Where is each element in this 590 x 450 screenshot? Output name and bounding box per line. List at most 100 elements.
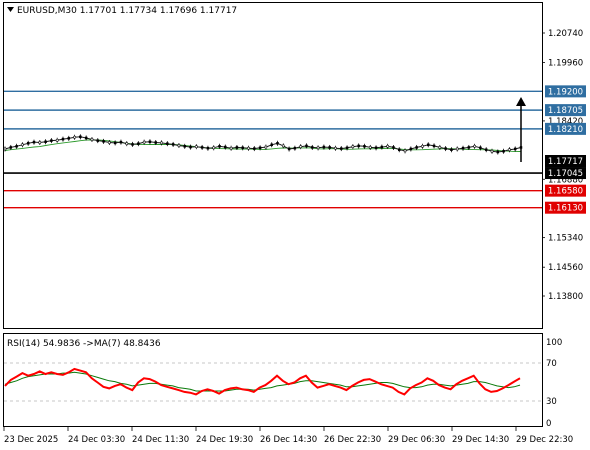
level-label-text: 1.18210 xyxy=(548,125,583,135)
candle-body xyxy=(131,143,134,146)
rsi-tick-0: 0 xyxy=(546,419,551,429)
candle-body xyxy=(311,146,314,149)
candle-body xyxy=(108,141,111,144)
candle-body xyxy=(177,144,181,147)
candle-body xyxy=(444,147,447,150)
current-price-box xyxy=(545,155,586,167)
candle-body xyxy=(380,145,384,149)
price-tick-label: 1.14560 xyxy=(548,263,583,273)
candle-body xyxy=(50,139,53,142)
price-levels xyxy=(4,90,542,209)
candle-body xyxy=(200,146,204,149)
price-tick-label: 1.19960 xyxy=(548,59,583,69)
time-tick-label: 24 Dec 19:30 xyxy=(196,435,253,445)
candle-body xyxy=(334,146,337,150)
candle-body xyxy=(258,146,262,150)
candle-body xyxy=(3,147,7,151)
candle-body xyxy=(154,141,157,144)
candle-body xyxy=(142,140,146,144)
rsi-tick-70: 70 xyxy=(546,359,557,369)
candle-body xyxy=(26,142,30,145)
candle-body xyxy=(148,140,152,144)
level-label-box xyxy=(545,184,586,197)
price-tick-label: 1.18420 xyxy=(548,117,583,127)
candle-body xyxy=(276,142,279,145)
price-tick-label: 1.13800 xyxy=(548,292,583,302)
candle-body xyxy=(496,150,500,154)
level-label-box xyxy=(545,201,586,214)
level-label-box xyxy=(545,104,586,117)
level-label-text: 1.16580 xyxy=(548,187,583,197)
level-label-target-3: 1.19200 xyxy=(545,85,586,98)
candle-body xyxy=(461,146,465,150)
candle-body xyxy=(438,146,442,149)
candle-body xyxy=(21,143,24,147)
level-label-target-1: 1.18210 xyxy=(545,122,586,135)
candle-body xyxy=(102,140,105,143)
candle-body xyxy=(426,143,430,147)
candle-body xyxy=(15,145,18,148)
candle-body xyxy=(403,149,407,153)
candle-body xyxy=(293,146,297,150)
candle-body xyxy=(9,146,13,149)
candle-body xyxy=(392,146,395,149)
candle-body xyxy=(125,142,129,145)
candle-body xyxy=(137,142,140,145)
projection-arrow-head xyxy=(516,97,526,106)
candle-body xyxy=(113,141,117,145)
level-label-box xyxy=(545,85,586,98)
candle-body xyxy=(189,145,192,149)
rsi-label: RSI(14) 54.9836 ->MA(7) 48.8436 xyxy=(7,339,161,349)
candle-body xyxy=(235,146,239,149)
candle-body xyxy=(44,140,47,144)
current-price-text: 1.17717 xyxy=(548,157,583,167)
candle-body xyxy=(415,146,418,149)
time-tick-label: 29 Dec 06:30 xyxy=(388,435,445,445)
rsi-ma-line xyxy=(4,371,521,392)
candle-body xyxy=(282,144,285,148)
candle-body xyxy=(96,139,100,142)
time-axis: 23 Dec 2025 24 Dec 03:30 24 Dec 11:30 24 De… xyxy=(3,427,573,445)
candle-body xyxy=(32,140,36,144)
candle-body xyxy=(386,145,389,148)
candle-body xyxy=(90,138,94,141)
candle-body xyxy=(473,145,476,148)
candle-body xyxy=(316,146,320,150)
triangle-down-icon[interactable] xyxy=(7,7,14,12)
candle-body xyxy=(61,137,65,141)
candle-body xyxy=(171,143,175,146)
time-tick-label: 29 Dec 22:30 xyxy=(516,435,573,445)
candle-body xyxy=(84,136,88,140)
candle-body xyxy=(455,147,459,151)
candle-body xyxy=(241,146,244,150)
level-label-stop-2: 1.16130 xyxy=(545,201,586,214)
candle-body xyxy=(253,147,256,150)
level-label-box xyxy=(545,167,586,180)
candle-body xyxy=(299,145,302,148)
level-label-target-2: 1.18705 xyxy=(545,104,586,117)
candle-body xyxy=(79,135,82,139)
candle-body xyxy=(247,146,250,150)
candle-body xyxy=(345,146,349,150)
candle-body xyxy=(218,145,221,148)
time-tick-label: 24 Dec 03:30 xyxy=(68,435,125,445)
candle-body xyxy=(264,145,268,149)
candle-body xyxy=(38,141,42,144)
time-tick-label: 29 Dec 14:30 xyxy=(452,435,509,445)
level-label-text: 1.16130 xyxy=(548,204,583,214)
level-label-stop-1: 1.16580 xyxy=(545,184,586,197)
price-axis: 1.20740 1.19960 1.18420 1.16880 1.15340 1.145… xyxy=(542,29,583,302)
candle-body xyxy=(397,148,401,151)
candle-body xyxy=(55,138,59,142)
level-label-text: 1.18705 xyxy=(548,106,583,116)
time-tick-label: 26 Dec 14:30 xyxy=(260,435,317,445)
current-price-label: 1.17717 xyxy=(545,155,586,167)
candle-body xyxy=(351,145,355,148)
level-labels: 1.19200 1.18705 1.18210 1.17045 1.16580 1.161… xyxy=(545,85,586,214)
candle-body xyxy=(160,141,163,145)
candle-body xyxy=(224,145,227,149)
candle-body xyxy=(432,144,436,148)
rsi-axis: 100 70 30 0 xyxy=(546,338,562,429)
candle-body xyxy=(166,142,169,145)
